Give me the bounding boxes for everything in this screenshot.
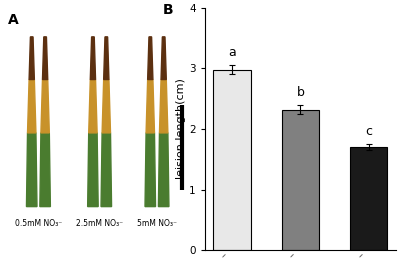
Polygon shape <box>42 37 48 79</box>
Polygon shape <box>90 37 96 79</box>
Polygon shape <box>146 79 154 133</box>
Polygon shape <box>148 37 153 79</box>
Bar <box>282 110 319 250</box>
Text: a: a <box>228 46 236 59</box>
Text: A: A <box>8 13 18 27</box>
Text: B: B <box>163 3 173 17</box>
Bar <box>350 147 387 250</box>
Polygon shape <box>28 79 36 133</box>
Text: 2.5mM NO₃⁻: 2.5mM NO₃⁻ <box>76 219 123 228</box>
Polygon shape <box>41 79 49 133</box>
Polygon shape <box>29 37 34 79</box>
Text: c: c <box>365 125 372 138</box>
Y-axis label: leision length(cm): leision length(cm) <box>176 79 186 179</box>
Polygon shape <box>145 133 156 207</box>
Bar <box>214 70 251 250</box>
Polygon shape <box>102 79 110 133</box>
Polygon shape <box>161 37 166 79</box>
Polygon shape <box>40 133 50 207</box>
Text: 5mM NO₃⁻: 5mM NO₃⁻ <box>137 219 177 228</box>
Polygon shape <box>158 133 169 207</box>
Polygon shape <box>160 79 168 133</box>
Polygon shape <box>89 79 97 133</box>
Polygon shape <box>104 37 109 79</box>
Polygon shape <box>88 133 98 207</box>
Text: 0.5mM NO₃⁻: 0.5mM NO₃⁻ <box>15 219 62 228</box>
Text: b: b <box>296 86 304 99</box>
Polygon shape <box>101 133 112 207</box>
Polygon shape <box>26 133 37 207</box>
